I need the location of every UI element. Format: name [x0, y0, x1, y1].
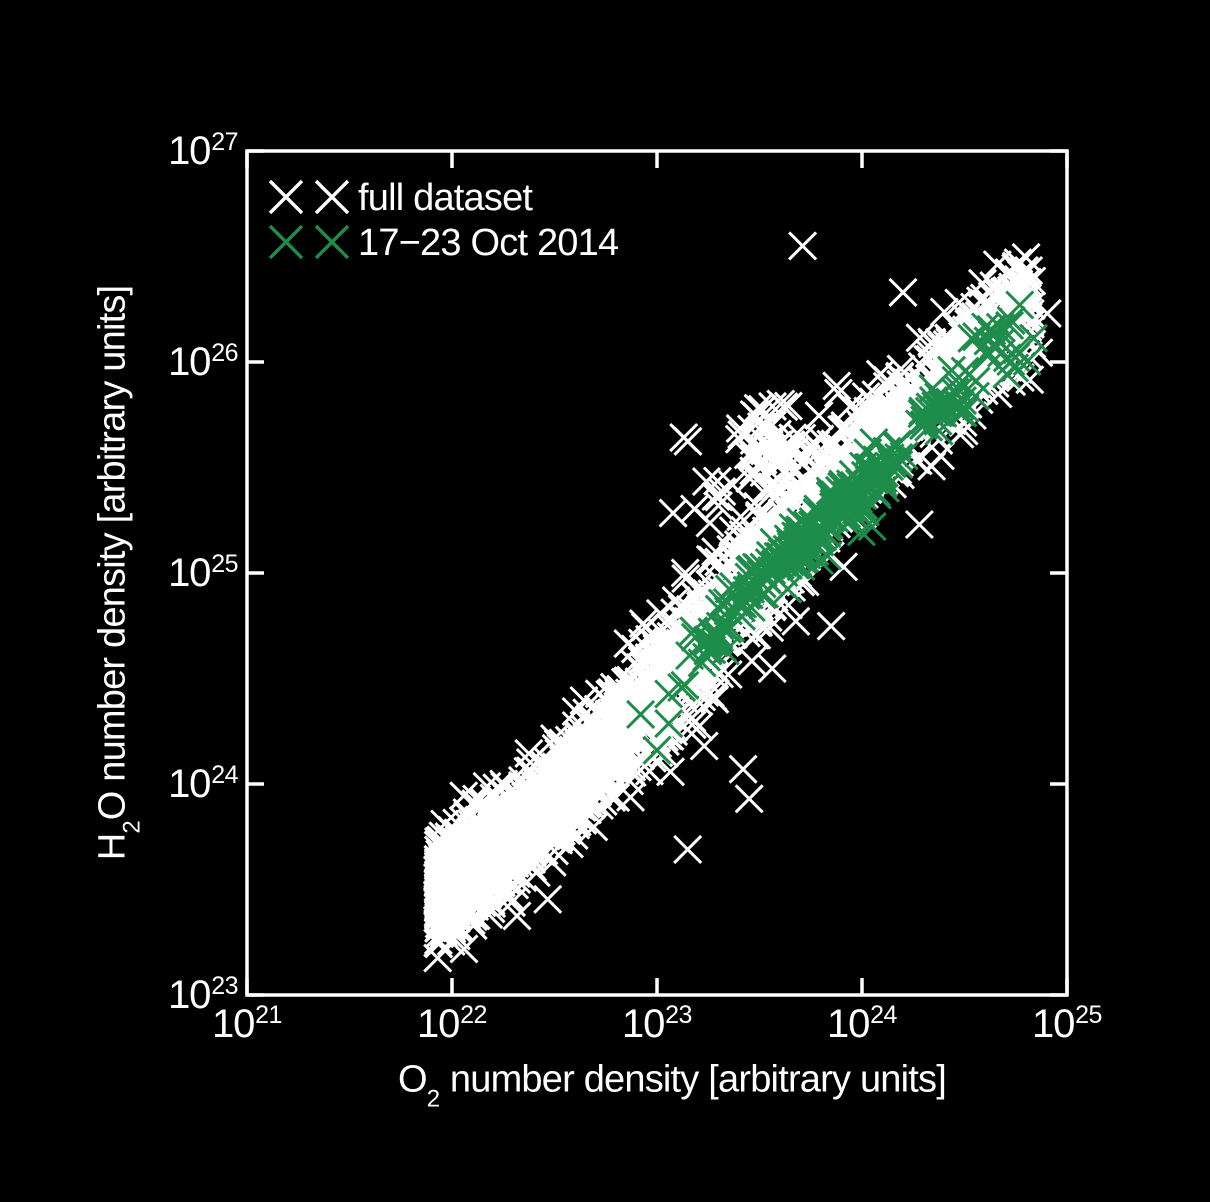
x-axis-title-subscript: 2	[426, 1085, 441, 1113]
y-tick-label-10e26: 1026	[168, 339, 238, 384]
legend-item-full-dataset: full dataset	[268, 175, 618, 220]
x-marker-icon	[268, 224, 350, 259]
y-tick-label-10e24: 1024	[168, 761, 238, 806]
y-axis-title-subscript: 2	[118, 820, 146, 834]
legend: full dataset 17−23 Oct 2014	[268, 175, 619, 265]
x-axis-title-rest: number density [arbitrary units]	[440, 1058, 947, 1101]
x-tick-label-10e22: 1022	[417, 1001, 487, 1046]
x-tick-label-10e24: 1024	[827, 1001, 897, 1046]
x-tick-label-10e21: 1021	[212, 1001, 282, 1046]
legend-item-oct-2014: 17−23 Oct 2014	[268, 220, 619, 265]
y-tick-label-10e27: 1027	[168, 128, 238, 173]
y-axis-title-base: H	[91, 833, 134, 861]
y-tick-label-10e25: 1025	[168, 550, 238, 595]
legend-label-oct-2014: 17−23 Oct 2014	[358, 221, 619, 264]
plot-frame	[245, 149, 1069, 997]
x-tick-label-10e23: 1023	[622, 1001, 692, 1046]
x-tick-label-10e25: 1025	[1032, 1001, 1102, 1046]
y-tick-label-10e23: 1023	[168, 972, 238, 1017]
legend-label-full-dataset: full dataset	[358, 176, 533, 219]
x-axis-title-base: O	[398, 1058, 428, 1101]
x-axis-title: O2 number density [arbitrary units]	[398, 1058, 947, 1111]
x-marker-icon	[268, 179, 350, 214]
